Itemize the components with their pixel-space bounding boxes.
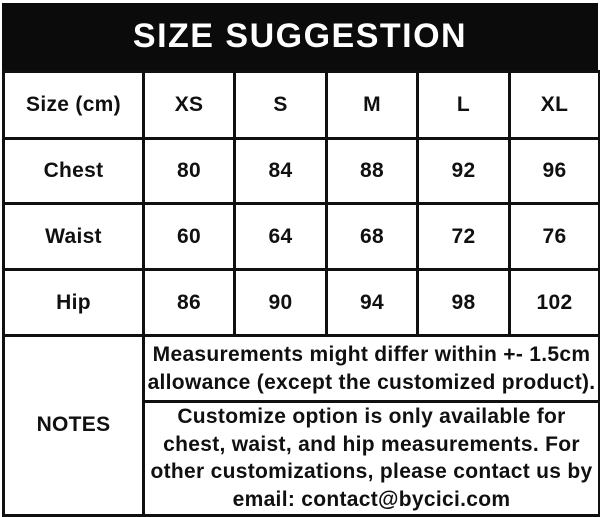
notes-label: NOTES (2, 334, 145, 517)
cell-waist-s: 64 (233, 202, 328, 271)
table-row-chest: Chest 80 84 88 92 96 (2, 137, 600, 205)
column-header-xl: XL (508, 70, 600, 140)
title-banner: SIZE SUGGESTION (2, 3, 598, 70)
row-label-chest: Chest (2, 137, 145, 205)
page-title: SIZE SUGGESTION (132, 17, 468, 55)
cell-waist-l: 72 (416, 202, 511, 271)
row-label-waist: Waist (2, 202, 145, 271)
cell-chest-m: 88 (325, 137, 419, 205)
cell-chest-xs: 80 (142, 137, 236, 205)
note-allowance: Measurements might differ within +- 1.5c… (142, 334, 600, 403)
column-header-l: L (416, 70, 511, 140)
cell-waist-xs: 60 (142, 202, 236, 271)
column-header-m: M (325, 70, 419, 140)
cell-hip-m: 94 (325, 268, 419, 337)
notes-row-1: NOTES Measurements might differ within +… (2, 334, 600, 517)
cell-waist-xl: 76 (508, 202, 600, 271)
note-customize-contact: Customize option is only available for c… (142, 400, 600, 517)
cell-chest-s: 84 (233, 137, 328, 205)
cell-hip-xl: 102 (508, 268, 600, 337)
column-header-xs: XS (142, 70, 236, 140)
row-label-hip: Hip (2, 268, 145, 337)
table-row-hip: Hip 86 90 94 98 102 (2, 268, 600, 337)
column-header-size-cm: Size (cm) (2, 70, 145, 140)
cell-chest-xl: 96 (508, 137, 600, 205)
column-header-s: S (233, 70, 328, 140)
cell-hip-l: 98 (416, 268, 511, 337)
size-table: Size (cm) XS S M L XL Chest 80 84 88 92 … (2, 70, 600, 517)
cell-hip-s: 90 (233, 268, 328, 337)
cell-waist-m: 68 (325, 202, 419, 271)
table-row-waist: Waist 60 64 68 72 76 (2, 202, 600, 271)
cell-chest-l: 92 (416, 137, 511, 205)
table-header-row: Size (cm) XS S M L XL (2, 70, 600, 140)
cell-hip-xs: 86 (142, 268, 236, 337)
size-suggestion-card: SIZE SUGGESTION Size (cm) XS S M L XL Ch… (2, 3, 600, 517)
